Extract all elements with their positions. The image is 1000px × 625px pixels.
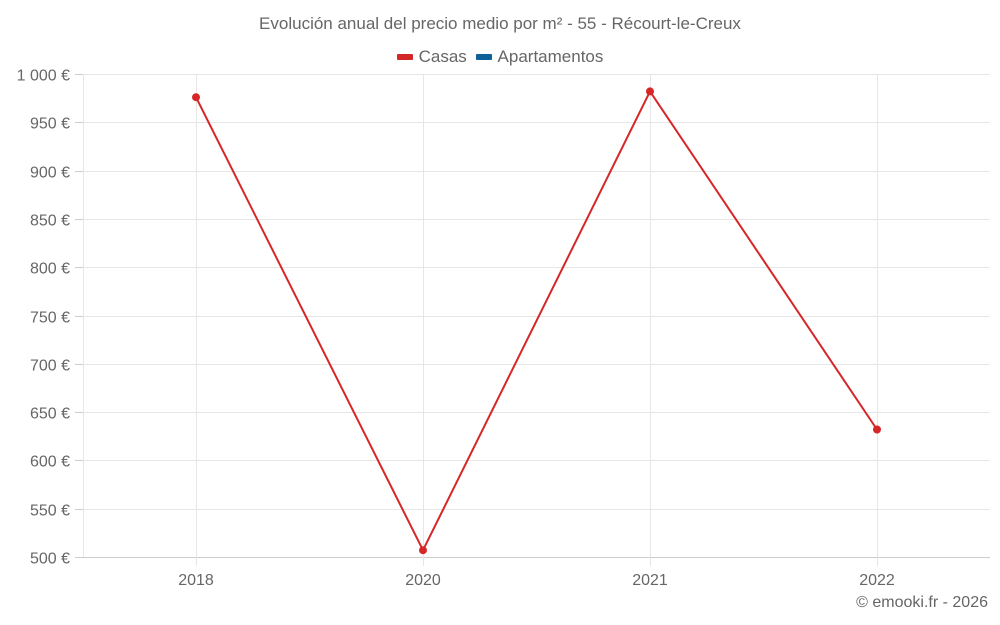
legend-item-apartamentos[interactable]: Apartamentos: [475, 47, 604, 67]
data-point[interactable]: [873, 425, 881, 434]
ytick-label: 800 €: [30, 261, 70, 278]
series-line-casas: [195, 90, 878, 552]
legend-label-apartamentos: Apartamentos: [497, 47, 604, 66]
legend: Casas Apartamentos: [0, 45, 1000, 67]
xtick-label: 2018: [178, 572, 214, 589]
ytick-label: 500 €: [30, 551, 70, 568]
data-point[interactable]: [419, 546, 427, 555]
ytick-label: 750 €: [30, 310, 70, 327]
ytick-label: 550 €: [30, 503, 70, 520]
ytick-label: 600 €: [30, 454, 70, 471]
xtick-label: 2021: [632, 572, 668, 589]
credits[interactable]: © emooki.fr - 2026: [856, 594, 988, 611]
legend-item-casas[interactable]: Casas: [396, 47, 467, 67]
ytick-label: 950 €: [30, 116, 70, 133]
ytick-label: 650 €: [30, 406, 70, 423]
chart-title: Evolución anual del precio medio por m² …: [259, 14, 741, 33]
data-point[interactable]: [192, 93, 200, 102]
xtick-label: 2020: [405, 572, 441, 589]
legend-swatch-apartamentos: [475, 54, 492, 60]
ytick-label: 1 000 €: [17, 68, 70, 85]
xtick-label: 2022: [859, 572, 895, 589]
legend-swatch-casas: [396, 54, 413, 60]
ytick-label: 850 €: [30, 213, 70, 230]
legend-label-casas: Casas: [418, 47, 467, 66]
data-point[interactable]: [646, 87, 654, 96]
ytick-label: 700 €: [30, 358, 70, 375]
ytick-label: 900 €: [30, 165, 70, 182]
